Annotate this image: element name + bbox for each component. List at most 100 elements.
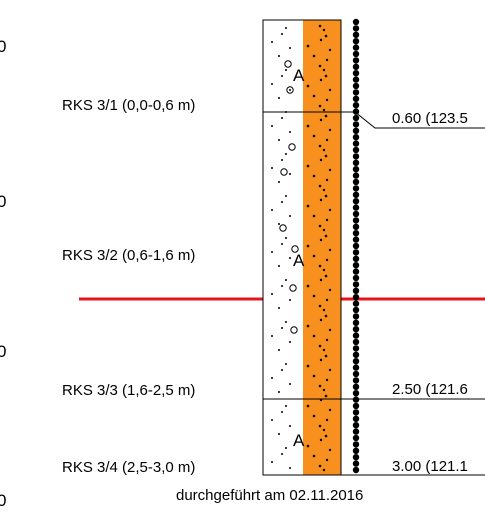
pattern-gravel <box>280 168 288 176</box>
pattern-gravel <box>284 60 292 68</box>
pattern-gravel <box>279 224 287 232</box>
pattern-dot <box>318 144 322 148</box>
pattern-dot <box>318 264 322 268</box>
footer-date: durchgeführt am 02.11.2016 <box>176 487 363 504</box>
pattern-dot <box>322 308 326 312</box>
pattern-dot <box>281 159 283 161</box>
pattern-dot <box>306 124 310 128</box>
water-indicator-dot <box>352 185 360 192</box>
pattern-dot <box>289 257 291 259</box>
water-indicator-dot <box>352 390 360 397</box>
pattern-dot <box>289 89 291 91</box>
water-indicator-dot <box>352 402 360 410</box>
water-indicator-dot <box>352 249 360 256</box>
pattern-dot <box>306 404 310 408</box>
pattern-dot <box>289 131 291 133</box>
pattern-dot <box>278 391 280 393</box>
pattern-gravel <box>291 245 299 253</box>
pattern-dot <box>319 38 323 42</box>
pattern-dot <box>271 461 273 463</box>
water-indicator-dot <box>352 434 360 442</box>
water-indicator-dot <box>352 460 360 467</box>
pattern-dot <box>312 294 316 298</box>
water-indicator-dot <box>352 140 360 147</box>
water-indicator-dot <box>352 108 360 115</box>
water-indicator-dot <box>352 178 360 186</box>
pattern-dot <box>278 265 280 267</box>
pattern-dot <box>319 278 323 282</box>
pattern-dot <box>271 293 273 295</box>
pattern-dot <box>306 364 310 368</box>
water-indicator-dot <box>352 345 360 352</box>
pattern-dot <box>285 195 287 197</box>
pattern-dot <box>319 118 323 122</box>
pattern-dot <box>289 341 291 343</box>
pattern-gravel <box>290 326 298 334</box>
water-indicator-dot <box>352 230 360 237</box>
pattern-dot <box>324 234 328 238</box>
water-indicator-dot <box>352 57 360 64</box>
water-indicator-dot <box>352 127 360 134</box>
pattern-dot <box>278 433 280 435</box>
pattern-dot <box>271 83 273 85</box>
pattern-dot <box>319 198 323 202</box>
sample-label-4: RKS 3/4 (2,5-3,0 m) <box>62 459 195 476</box>
water-indicator-dot <box>352 44 360 51</box>
pattern-dot <box>278 307 280 309</box>
pattern-dot <box>271 125 273 127</box>
layer-code-3: A <box>293 431 305 450</box>
pattern-dot <box>289 47 291 49</box>
water-indicator-dot <box>352 89 360 96</box>
pattern-dot <box>306 284 310 288</box>
pattern-dot <box>325 418 329 422</box>
water-indicator-dot <box>352 210 360 218</box>
depth-axis-label-3: 0 <box>0 342 6 361</box>
water-indicator-dot <box>352 82 360 90</box>
pattern-dot <box>319 358 323 362</box>
depth-axis-label-1: 0 <box>0 37 6 56</box>
water-indicator-dot <box>352 25 360 32</box>
pattern-dot <box>322 28 326 32</box>
pattern-dot <box>281 243 283 245</box>
pattern-dot <box>328 328 332 332</box>
water-indicator-dot <box>352 441 360 448</box>
sample-label-2: RKS 3/2 (0,6-1,6 m) <box>62 247 195 264</box>
pattern-dot <box>328 168 332 172</box>
pattern-dot <box>322 348 326 352</box>
pattern-dot <box>281 453 283 455</box>
pattern-dot <box>322 148 326 152</box>
pattern-dot <box>319 238 323 242</box>
water-indicator-dot <box>352 134 360 141</box>
water-indicator-dot <box>352 351 360 358</box>
pattern-dot <box>318 384 322 388</box>
pattern-gravel <box>288 143 296 151</box>
water-indicator-dot <box>352 63 360 70</box>
pattern-dot <box>281 75 283 77</box>
water-indicator-dot <box>352 364 360 371</box>
pattern-dot <box>285 153 287 155</box>
pattern-dot <box>312 94 316 98</box>
pattern-dot <box>328 288 332 292</box>
pattern-dot <box>328 88 332 92</box>
pattern-dot <box>289 425 291 427</box>
water-indicator-dot <box>352 153 360 160</box>
pattern-dot <box>318 344 322 348</box>
depth-axis-label-2: 0 <box>0 192 6 211</box>
pattern-dot <box>271 251 273 253</box>
pattern-dot <box>322 228 326 232</box>
water-indicator-dot <box>352 18 360 26</box>
pattern-dot <box>328 248 332 252</box>
pattern-dot <box>318 64 322 68</box>
water-indicator-dot <box>352 146 360 154</box>
pattern-dot <box>318 424 322 428</box>
pattern-dot <box>319 158 323 162</box>
water-indicator-dot <box>352 454 360 461</box>
water-indicator-dot <box>352 306 360 314</box>
pattern-dot <box>281 369 283 371</box>
water-indicator-dot <box>352 255 360 262</box>
pattern-dot <box>325 378 329 382</box>
pattern-dot <box>306 324 310 328</box>
pattern-dot <box>312 414 316 418</box>
pattern-dot <box>281 285 283 287</box>
